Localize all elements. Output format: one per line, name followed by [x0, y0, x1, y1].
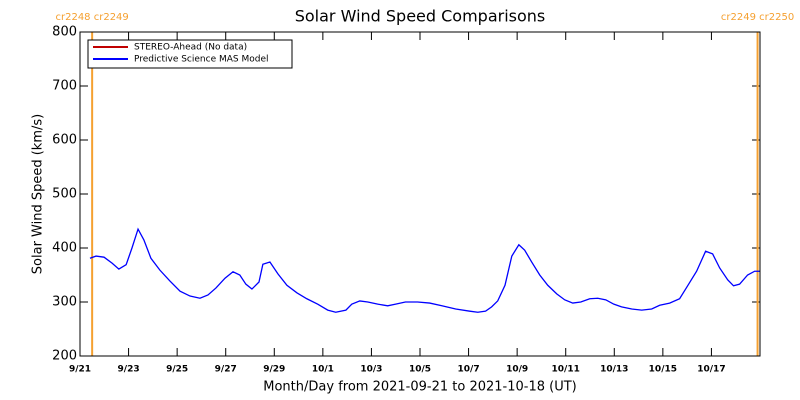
- legend-label: Predictive Science MAS Model: [134, 55, 269, 65]
- legend-label: STEREO-Ahead (No data): [134, 43, 247, 53]
- legend-box: [87, 39, 293, 69]
- x-tick-label: 9/25: [166, 365, 188, 375]
- x-tick-label: 9/29: [263, 365, 285, 375]
- x-tick-label: 10/15: [649, 365, 677, 375]
- x-axis-label: Month/Day from 2021-09-21 to 2021-10-18 …: [263, 380, 576, 395]
- x-tick-label: 10/1: [312, 365, 334, 375]
- x-tick-label: 9/23: [118, 365, 140, 375]
- annotation: cr2249 cr2250: [721, 12, 794, 23]
- x-tick-label: 10/9: [506, 365, 528, 375]
- y-tick-label: 300: [52, 295, 77, 310]
- chart-title: Solar Wind Speed Comparisons: [295, 7, 546, 26]
- y-tick-label: 600: [52, 133, 77, 148]
- x-tick-label: 10/13: [600, 365, 628, 375]
- plot-frame: [79, 31, 761, 357]
- x-tick-label: 9/21: [69, 365, 91, 375]
- y-tick-label: 700: [52, 79, 77, 94]
- y-tick-label: 400: [52, 241, 77, 256]
- x-tick-label: 10/11: [552, 365, 580, 375]
- x-tick-label: 10/17: [697, 365, 725, 375]
- x-tick-label: 10/7: [458, 365, 480, 375]
- annotation: cr2248 cr2249: [55, 12, 128, 23]
- y-tick-label: 800: [52, 25, 77, 40]
- y-axis-label: Solar Wind Speed (km/s): [31, 114, 46, 274]
- y-tick-label: 200: [52, 349, 77, 364]
- y-tick-label: 500: [52, 187, 77, 202]
- x-tick-label: 10/3: [360, 365, 382, 375]
- data-line: [89, 227, 760, 313]
- x-tick-label: 9/27: [215, 365, 237, 375]
- x-tick-label: 10/5: [409, 365, 431, 375]
